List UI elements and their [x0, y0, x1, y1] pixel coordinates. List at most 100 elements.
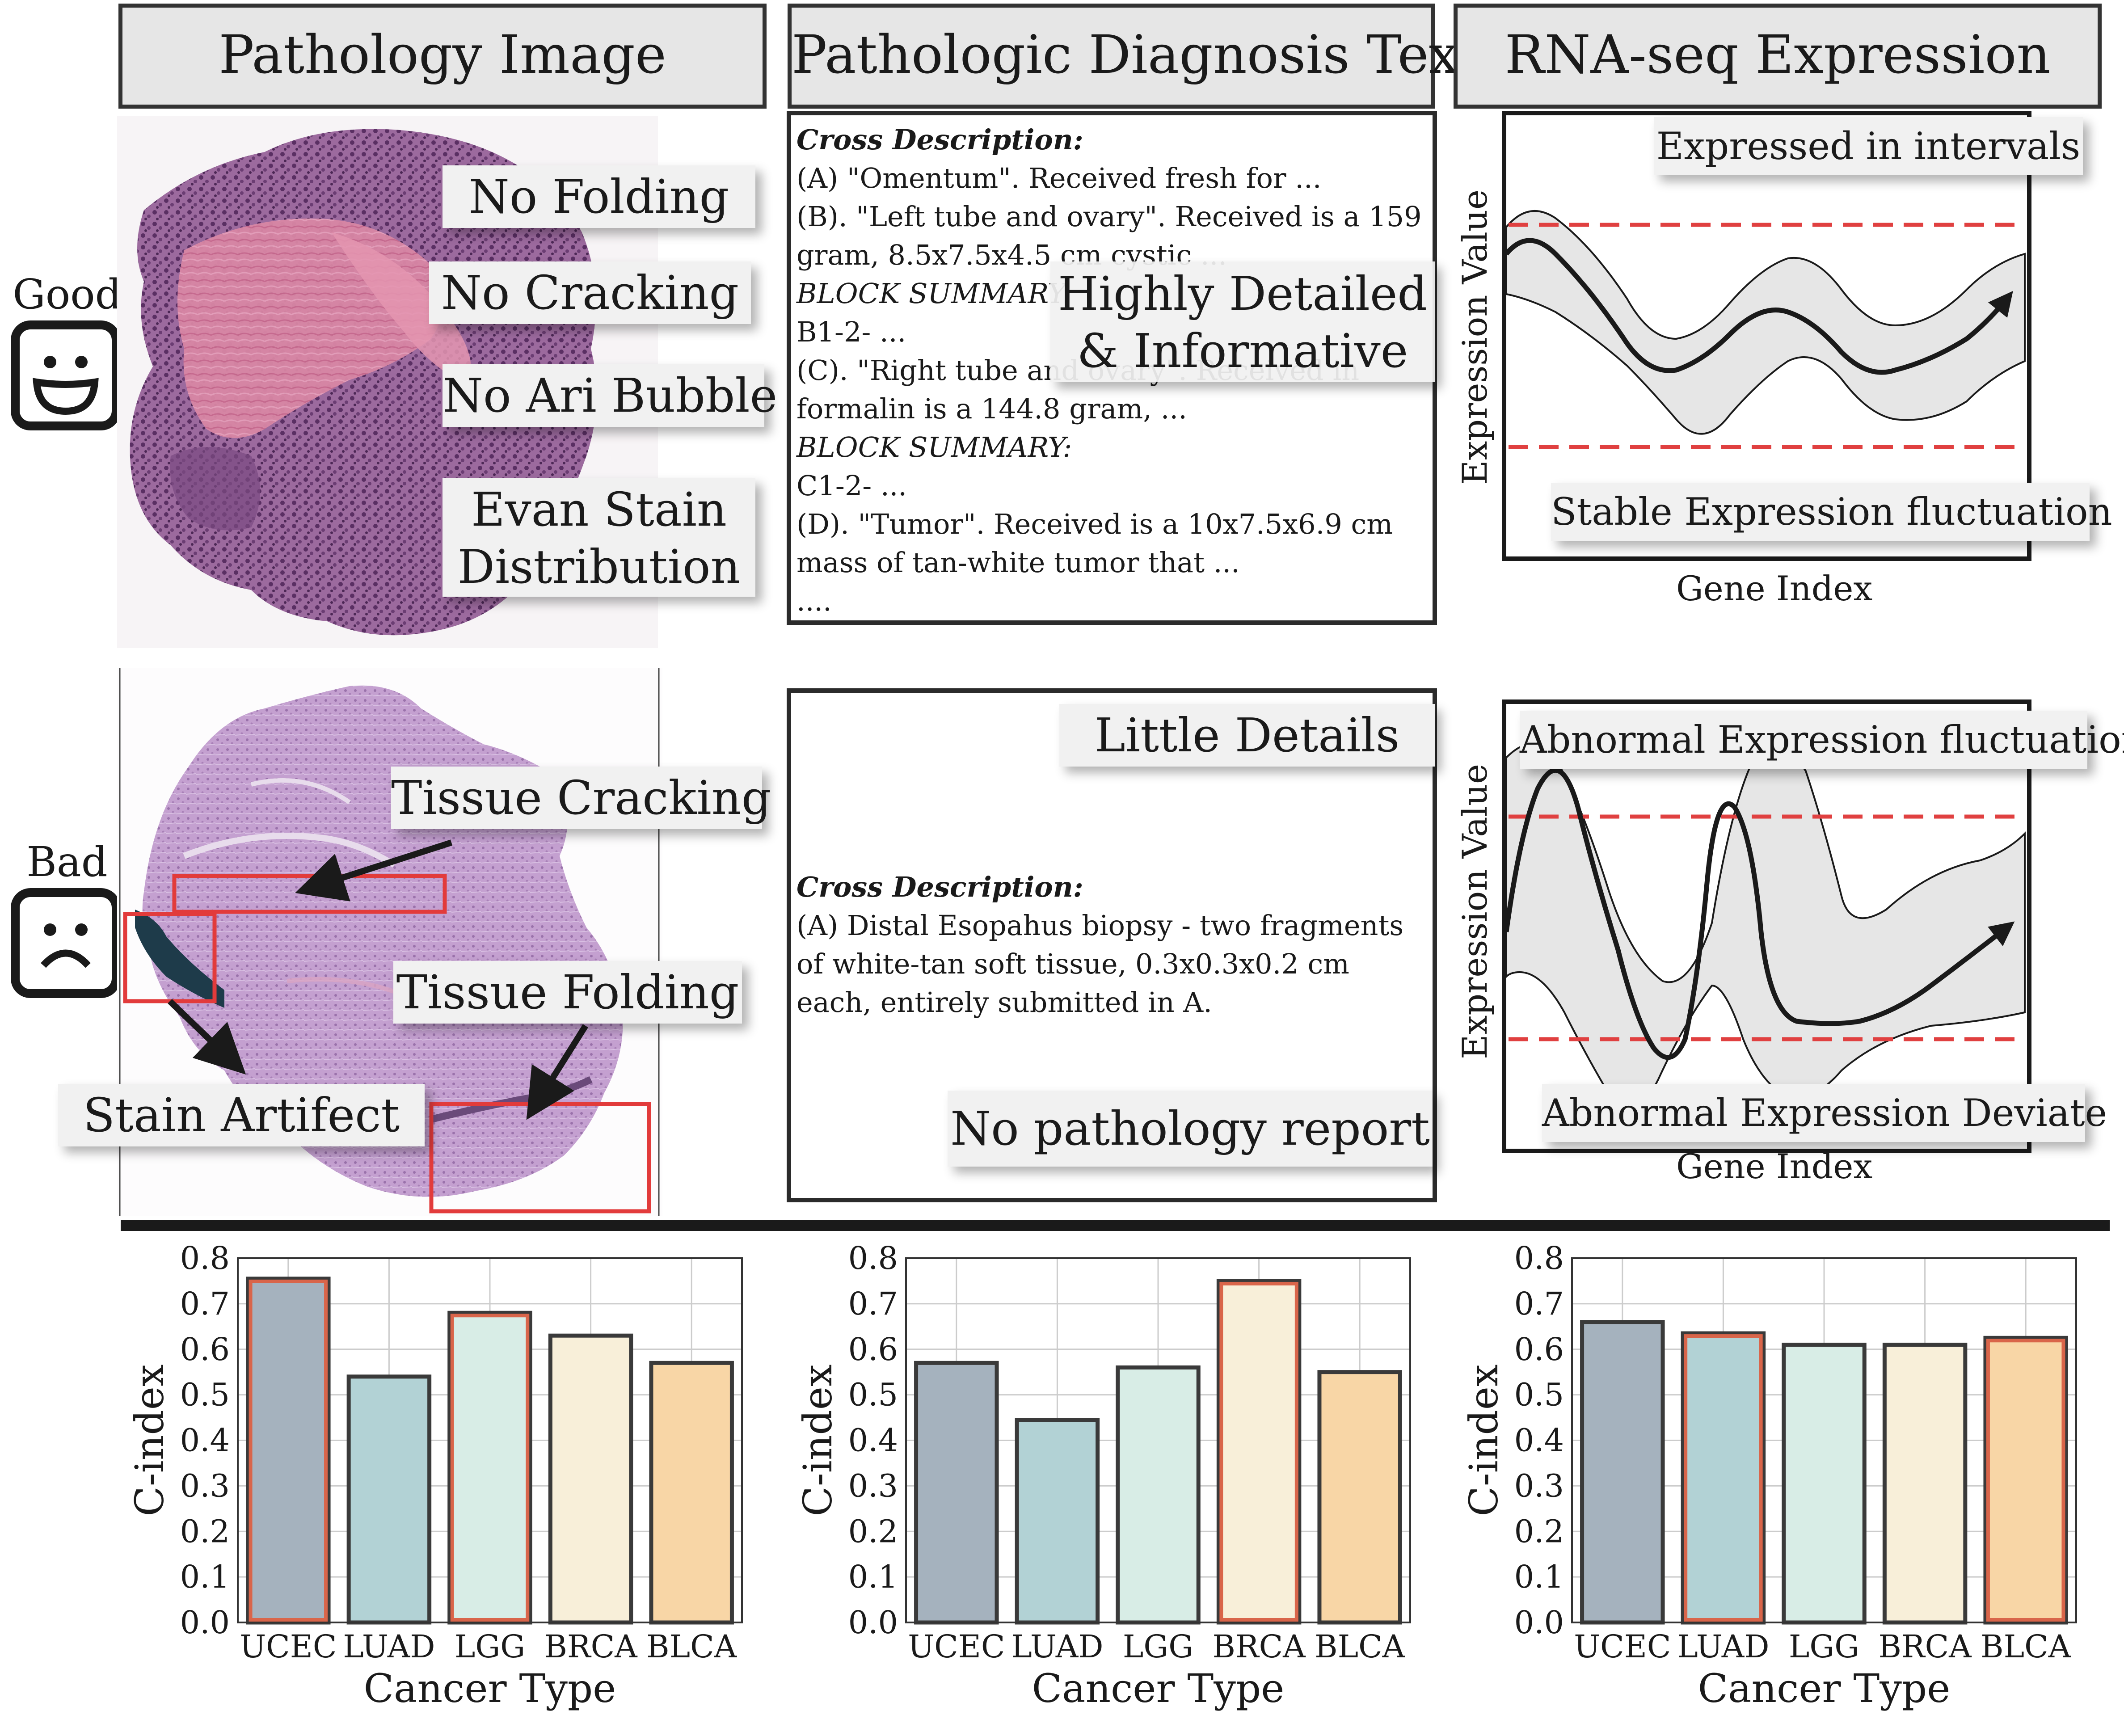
bar-lgg [447, 1310, 532, 1625]
tag-highly-detailed: Highly Detailed & Informative [1050, 261, 1435, 382]
y-tick-label: 0.4 [180, 1422, 230, 1459]
tag-no-folding: No Folding [442, 165, 755, 228]
x-tick-label: BLCA [1315, 1628, 1405, 1665]
y-tick-label: 0.8 [848, 1243, 898, 1277]
tag-little-details: Little Details [1059, 704, 1435, 767]
bar-highlight-blca [1986, 1339, 2065, 1622]
bar-lgg [1782, 1343, 1867, 1625]
x-tick-label: BLCA [1981, 1628, 2071, 1665]
cracking-arrow [295, 839, 453, 902]
x-tick-label: BRCA [544, 1628, 638, 1665]
section-divider [121, 1220, 2110, 1231]
rna-bad-ylabel: Expression Value [1455, 764, 1495, 1059]
x-tick-label: UCEC [1574, 1628, 1671, 1665]
bad-image-annotations [123, 839, 651, 1214]
good-text-line: (B). "Left tube and ovary". Received is … [796, 200, 1422, 233]
x-tick-label: LGG [455, 1628, 525, 1665]
folding-arrow [526, 1024, 588, 1120]
bar-luad [346, 1374, 432, 1625]
y-tick-label: 0.7 [1514, 1285, 1564, 1322]
y-tick-label: 0.5 [180, 1377, 230, 1413]
bar-highlight-brca [1219, 1281, 1298, 1622]
rna-good-xlabel: Gene Index [1676, 569, 1873, 608]
stain-box [123, 912, 217, 1003]
bad-text-line: each, entirely submitted in A. [796, 986, 1212, 1019]
plot-frame [905, 1257, 1411, 1623]
happy-face-icon [11, 320, 121, 430]
good-text-line: BLOCK SUMMARY: [796, 277, 1072, 310]
y-tick-label: 0.4 [1514, 1422, 1564, 1459]
x-axis-label: Cancer Type [1032, 1665, 1285, 1711]
y-tick-label: 0.8 [180, 1243, 230, 1277]
y-tick-label: 0.6 [180, 1331, 230, 1368]
x-tick-label: BRCA [1878, 1628, 1972, 1665]
good-text-line: BLOCK SUMMARY: [796, 431, 1072, 463]
x-tick-label: LUAD [1677, 1628, 1769, 1665]
y-tick-label: 0.3 [1514, 1467, 1564, 1504]
y-tick-label: 0.3 [180, 1467, 230, 1504]
good-text-line: mass of tan-white tumor that ... [796, 546, 1240, 579]
good-text-line: (D). "Tumor". Received is a 10x7.5x6.9 c… [796, 508, 1393, 540]
good-text-line: (A) "Omentum". Received fresh for ... [796, 162, 1322, 194]
bar-chart-3: UCEC LUAD LGG BRCA BLCA 0.0 0.1 0.2 0.3 0.4 0.5 0.6… [1461, 1243, 2077, 1711]
header-diagnosis-text: Pathologic Diagnosis Text [788, 4, 1480, 109]
x-tick-label: LGG [1789, 1628, 1859, 1665]
tag-evan-stain-line2: Distribution [457, 539, 741, 594]
tag-expressed-in-intervals: Expressed in intervals [1654, 117, 2083, 175]
good-text-heading: Cross Description: [796, 123, 1083, 156]
y-tick-label: 0.2 [848, 1513, 898, 1550]
tag-highly-detailed-line2: & Informative [1077, 324, 1408, 378]
stain-arrow [168, 999, 246, 1075]
tag-tissue-cracking: Tissue Cracking [391, 767, 771, 829]
bar-blca [1983, 1336, 2068, 1625]
y-tick-label: 0.0 [180, 1604, 230, 1641]
bar-luad [1681, 1331, 1766, 1625]
header-pathology-image: Pathology Image [118, 4, 767, 109]
bar-brca [1882, 1343, 1968, 1625]
bad-text-heading: Cross Description: [796, 871, 1083, 903]
bar-chart-1: UCEC LUAD LGG BRCA BLCA 0.0 0.1 0.2 0.3 0.4 0.5 0.6… [126, 1243, 743, 1711]
bar-blca [1317, 1370, 1402, 1625]
tag-abnormal-deviate: Abnormal Expression Deviate [1542, 1084, 2107, 1142]
y-tick-label: 0.6 [1514, 1331, 1564, 1368]
bar-lgg [1116, 1365, 1201, 1625]
x-tick-label: LGG [1123, 1628, 1193, 1665]
y-tick-label: 0.8 [1514, 1243, 1564, 1277]
good-text-line: B1-2- ... [796, 316, 906, 348]
x-tick-label: UCEC [240, 1628, 337, 1665]
y-tick-label: 0.0 [1514, 1604, 1564, 1641]
good-text-line: C1-2- ... [796, 469, 907, 502]
tag-highly-detailed-line1: Highly Detailed [1058, 266, 1427, 321]
bad-text-line: (A) Distal Esopahus biopsy - two fragmen… [796, 909, 1404, 942]
bar-highlight-ucec [249, 1279, 328, 1622]
header-rna-seq: RNA-seq Expression [1454, 4, 2102, 109]
bar-brca [548, 1333, 633, 1625]
y-axis-label: C-index [795, 1365, 841, 1517]
x-tick-label: UCEC [908, 1628, 1005, 1665]
y-tick-label: 0.4 [848, 1422, 898, 1459]
y-tick-label: 0.1 [1514, 1559, 1564, 1595]
bar-chart-2: UCEC LUAD LGG BRCA BLCA 0.0 0.1 0.2 0.3 0.4 0.5 0.6… [795, 1243, 1411, 1711]
good-text-line: formalin is a 144.8 gram, ... [796, 392, 1187, 425]
tag-no-air-bubble: No Ari Bubble [442, 364, 777, 427]
rna-bad-xlabel: Gene Index [1676, 1146, 1873, 1186]
y-tick-label: 0.6 [848, 1331, 898, 1368]
cracking-box [172, 874, 447, 914]
x-axis-label: Cancer Type [364, 1665, 616, 1711]
bar-brca [1216, 1279, 1302, 1625]
x-tick-label: LUAD [343, 1628, 435, 1665]
tag-abnormal-fluctuation: Abnormal Expression fluctuation [1520, 711, 2124, 769]
tag-tissue-folding: Tissue Folding [393, 961, 742, 1024]
bar-luad [1015, 1418, 1100, 1625]
plot-frame [1571, 1257, 2077, 1623]
bad-label: Bad [26, 838, 108, 886]
y-axis-label: C-index [1461, 1365, 1507, 1517]
tag-stain-artifect: Stain Artifect [58, 1084, 425, 1146]
y-tick-label: 0.5 [1514, 1377, 1564, 1413]
y-axis-label: C-index [126, 1365, 173, 1517]
rna-bad-plot [1502, 699, 2031, 1153]
x-tick-label: BLCA [646, 1628, 737, 1665]
y-tick-label: 0.3 [848, 1467, 898, 1504]
sad-face-icon [11, 888, 121, 998]
bar-highlight-lgg [450, 1314, 530, 1622]
